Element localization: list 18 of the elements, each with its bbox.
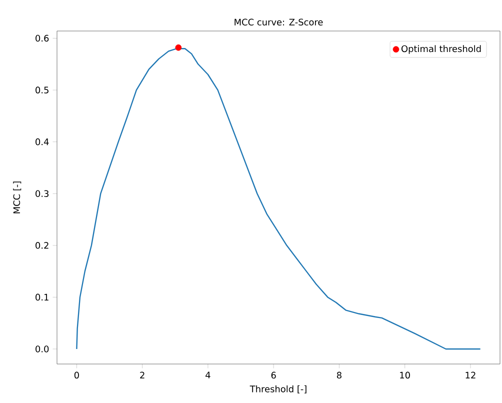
x-tick-label: 2 bbox=[140, 372, 144, 378]
y-axis-title: MCC [-] bbox=[13, 182, 22, 214]
y-tick-label: 0.2 bbox=[36, 242, 48, 249]
x-tick-label: 10 bbox=[400, 372, 410, 379]
x-axis-title: Threshold [-] bbox=[250, 385, 306, 394]
y-tick-label: 0.5 bbox=[36, 86, 48, 94]
x-tick-label: 6 bbox=[271, 372, 276, 379]
y-tick-label: 0.4 bbox=[36, 138, 49, 146]
y-tick-label: 0.6 bbox=[36, 34, 49, 42]
y-tick-label: 0.1 bbox=[36, 294, 48, 301]
chart-title: MCC curve: Z-Score bbox=[234, 18, 323, 26]
y-tick-label: 0.3 bbox=[36, 190, 49, 198]
x-tick-label: 12 bbox=[466, 372, 476, 378]
y-tick-label: 0.0 bbox=[36, 346, 49, 352]
x-tick-label: 8 bbox=[336, 372, 342, 379]
legend-label: Optimal threshold bbox=[401, 45, 481, 54]
x-tick-label: 0 bbox=[74, 372, 79, 379]
x-tick-label: 4 bbox=[206, 372, 210, 378]
